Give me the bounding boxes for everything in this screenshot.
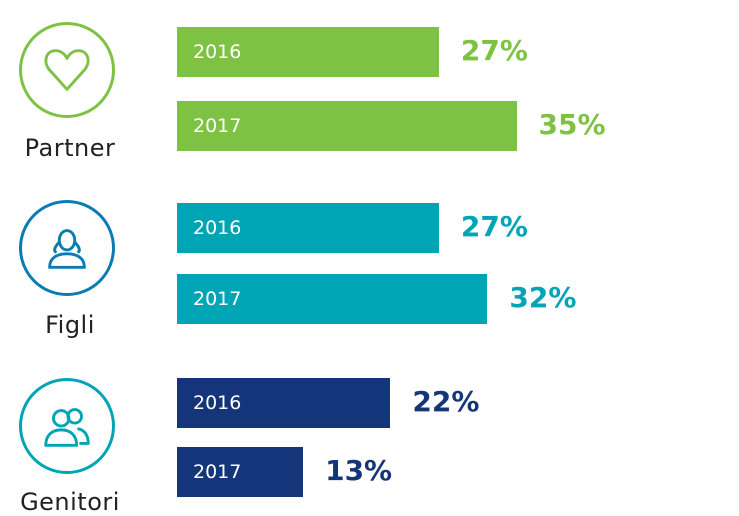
bar-2016: 2016 bbox=[177, 27, 439, 77]
value-label: 22% bbox=[412, 385, 480, 418]
bar-2016: 2016 bbox=[177, 378, 391, 428]
group-label: Genitori bbox=[20, 488, 120, 516]
value-label: 13% bbox=[325, 454, 393, 487]
bar-2017: 2017 bbox=[177, 101, 517, 151]
group-label: Partner bbox=[24, 134, 116, 162]
parents-icon bbox=[19, 378, 115, 474]
heart-icon bbox=[19, 22, 115, 118]
value-label: 32% bbox=[509, 281, 577, 314]
value-label: 27% bbox=[460, 34, 528, 67]
value-label: 35% bbox=[538, 108, 606, 141]
group-label: Figli bbox=[45, 311, 95, 339]
value-label: 27% bbox=[460, 210, 528, 243]
bar-year-label: 2016 bbox=[193, 41, 242, 63]
bar-2016: 2016 bbox=[177, 203, 439, 253]
bar-year-label: 2017 bbox=[193, 461, 242, 483]
child-icon bbox=[19, 200, 115, 296]
bar-2017: 2017 bbox=[177, 447, 304, 497]
bar-year-label: 2017 bbox=[193, 115, 242, 137]
bar-year-label: 2017 bbox=[193, 288, 242, 310]
bar-year-label: 2016 bbox=[193, 392, 242, 414]
bar-year-label: 2016 bbox=[193, 217, 242, 239]
bar-2017: 2017 bbox=[177, 274, 488, 324]
